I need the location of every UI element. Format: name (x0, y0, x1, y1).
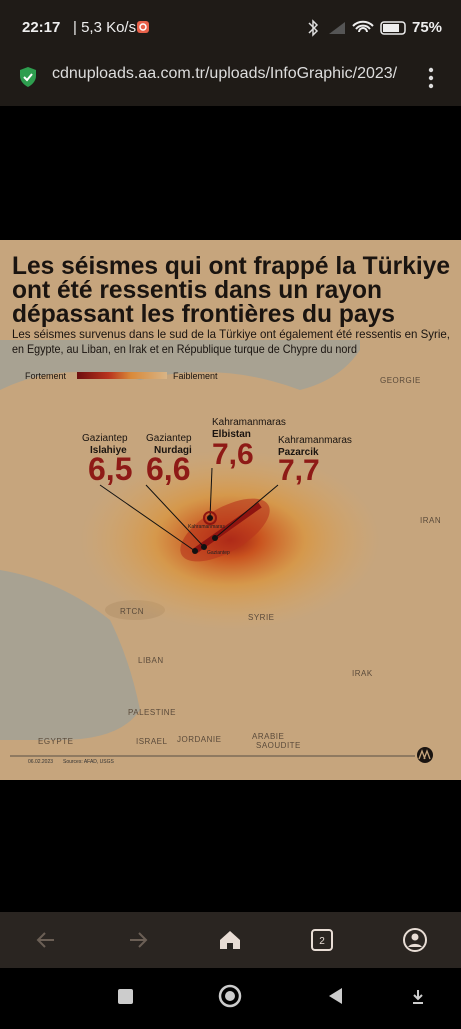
quake-province: Kahramanmaras (212, 417, 286, 428)
forward-button[interactable] (130, 932, 148, 948)
aa-logo (417, 747, 433, 763)
epicenter-ring (203, 511, 217, 525)
secure-icon (20, 67, 36, 87)
system-nav (0, 968, 461, 1024)
country-label: IRAK (352, 669, 373, 678)
quake-district: Islahiye (90, 445, 127, 456)
quake-magnitude: 6,5 (88, 451, 132, 487)
epicenter (192, 548, 198, 554)
epicenter (201, 544, 207, 550)
quake-district: Nurdagi (154, 445, 192, 456)
url-bar[interactable]: cdnuploads.aa.com.tr/uploads/InfoGraphic… (0, 56, 461, 106)
country-label: SAOUDITE (256, 741, 301, 750)
city-label: Gaziantep (207, 550, 230, 556)
menu-button[interactable] (426, 66, 436, 90)
tabs-button[interactable] (311, 929, 333, 951)
tabs-count[interactable]: 2 (319, 936, 325, 947)
subtitle-line: en Egypte, au Liban, en Irak et en Répub… (12, 342, 357, 356)
quake-magnitude: 7,7 (278, 454, 320, 487)
epicenter (212, 535, 218, 541)
country-labels: GEORGIE IRAN RTCN SYRIE LIBAN IRAK PALESTINE IS… (38, 376, 441, 750)
quake-province: Gaziantep (146, 433, 192, 444)
title-line: dépassant les frontières du pays (12, 300, 395, 328)
legend-strong: Fortement (25, 371, 67, 381)
nav-icons: 2 (36, 928, 427, 952)
home-system-button[interactable] (218, 984, 242, 1008)
infographic: Les séismes qui ont frappé la Türkiye on… (0, 240, 461, 780)
epicenter (207, 515, 213, 521)
country-label: EGYPTE (38, 737, 73, 746)
account-button[interactable] (403, 928, 427, 952)
black-sea (0, 340, 360, 390)
browser-nav: 2 (0, 912, 461, 968)
net-speed: | 5,3 Ko/s (73, 19, 137, 36)
title-line: Les séismes qui ont frappé la Türkiye (12, 252, 450, 280)
home-button[interactable] (220, 931, 240, 949)
system-icons (118, 984, 423, 1008)
back-system-button[interactable] (329, 988, 342, 1004)
quake-labels: GaziantepIslahiye6,5GaziantepNurdagi6,6K… (82, 417, 352, 487)
city-label: Kahramanmaras (188, 524, 225, 530)
country-label: RTCN (120, 607, 144, 616)
country-label: PALESTINE (128, 708, 176, 717)
recents-button[interactable] (118, 989, 133, 1004)
app-icon (137, 21, 149, 33)
country-label: JORDANIE (177, 735, 221, 744)
quake-province: Gaziantep (82, 433, 128, 444)
country-label: LIBAN (138, 656, 164, 665)
quake-province: Kahramanmaras (278, 435, 352, 446)
hide-button[interactable] (413, 990, 423, 1004)
country-label: GEORGIE (380, 376, 421, 385)
legend-bar (77, 372, 167, 379)
country-label: IRAN (420, 516, 441, 525)
date: 06.02.2023 (28, 759, 53, 765)
battery-level: 75% (412, 19, 443, 36)
country-label: ISRAEL (136, 737, 168, 746)
mediterranean (0, 570, 140, 740)
account-body (408, 943, 422, 947)
quake-district: Elbistan (212, 429, 251, 440)
account-head (411, 933, 419, 941)
quake-magnitude: 6,6 (146, 451, 190, 487)
country-label: SYRIE (248, 613, 275, 622)
status-bar: 22:17 | 5,3 Ko/s 75% (0, 0, 461, 56)
back-button[interactable] (36, 932, 54, 948)
url[interactable]: cdnuploads.aa.com.tr/uploads/InfoGraphic… (52, 65, 398, 82)
sources: Sources: AFAD, USGS (63, 759, 115, 765)
status-icons (308, 19, 406, 37)
quake-magnitude: 7,6 (212, 438, 254, 471)
time: 22:17 (22, 19, 61, 36)
leader-lines (99, 467, 279, 552)
quake-district: Pazarcik (278, 447, 319, 458)
legend-weak: Faiblement (173, 371, 218, 381)
subtitle-line: Les séismes survenus dans le sud de la T… (12, 327, 450, 341)
home-dot (225, 991, 235, 1001)
title-line: ont été ressentis dans un rayon (12, 276, 382, 304)
country-label: ARABIE (252, 732, 284, 741)
